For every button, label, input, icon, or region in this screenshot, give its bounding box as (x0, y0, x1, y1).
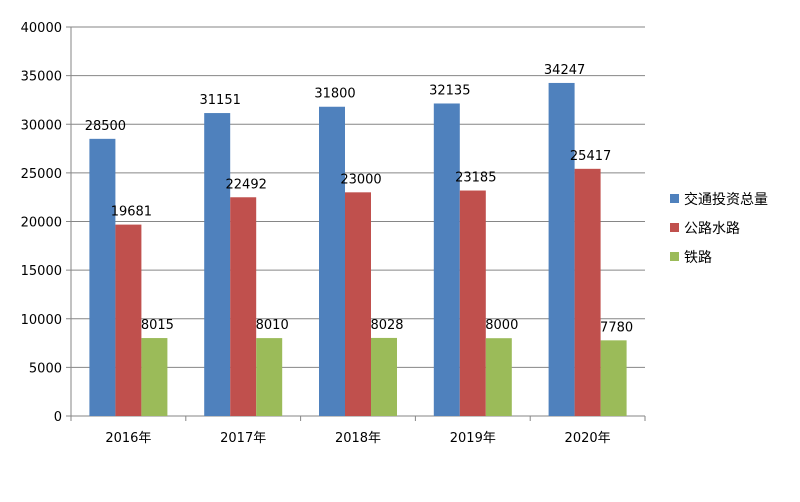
bar-1-0 (115, 224, 142, 416)
legend-label: 交通投资总量 (684, 191, 768, 208)
legend-swatch (670, 194, 679, 203)
x-tick-label: 2018年 (335, 431, 381, 446)
bar-2-4 (600, 340, 627, 416)
data-label: 23185 (455, 171, 496, 186)
data-labels: 28500 19681 8015 31151 22492 8010 31800 23000 80… (85, 63, 633, 335)
x-tick-label: 2016年 (105, 431, 151, 446)
y-tick-label: 10000 (21, 313, 62, 328)
data-label: 34247 (544, 63, 585, 78)
y-tick-label: 5000 (29, 361, 62, 376)
x-tick-label: 2019年 (450, 431, 496, 446)
y-tick-label: 40000 (21, 21, 62, 36)
y-tick-label: 0 (54, 410, 62, 425)
legend-swatch (670, 252, 679, 261)
bar-0-3 (433, 103, 460, 416)
x-axis-ticks: 2016年 2017年 2018年 2019年 2020年 (105, 431, 610, 446)
data-label: 23000 (340, 172, 381, 187)
data-label: 22492 (226, 177, 267, 192)
data-label: 8015 (141, 318, 174, 333)
y-tick-label: 20000 (21, 216, 62, 231)
data-label: 8028 (370, 318, 403, 333)
bar-2-2 (371, 337, 397, 416)
data-label: 8000 (485, 318, 518, 333)
bars (89, 82, 627, 417)
data-label: 32135 (429, 83, 470, 98)
bar-1-4 (574, 168, 601, 416)
y-tick-label: 25000 (21, 167, 62, 182)
bar-0-0 (89, 138, 116, 416)
data-label: 31151 (200, 93, 241, 108)
bar-2-1 (256, 338, 283, 416)
bar-1-1 (230, 197, 257, 416)
y-tick-label: 30000 (21, 118, 62, 133)
bar-0-1 (204, 113, 231, 417)
data-label: 19681 (111, 205, 152, 220)
bar-0-4 (548, 82, 575, 416)
legend-swatch (670, 223, 679, 232)
x-tick-label: 2017年 (220, 431, 266, 446)
bar-1-2 (345, 192, 371, 416)
bar-2-0 (141, 338, 168, 416)
bar-1-3 (459, 190, 486, 416)
legend-label: 铁路 (684, 250, 712, 266)
y-axis-ticks: 0 5000 10000 15000 20000 25000 30000 35000 40000 (21, 21, 62, 425)
data-label: 25417 (570, 149, 611, 164)
data-label: 31800 (314, 87, 355, 102)
bar-0-2 (319, 106, 345, 417)
y-tick-label: 35000 (21, 70, 62, 85)
x-tick-label: 2020年 (565, 431, 611, 446)
data-label: 8010 (256, 318, 289, 333)
y-tick-label: 15000 (21, 264, 62, 279)
data-label: 7780 (600, 320, 633, 335)
data-label: 28500 (85, 119, 126, 134)
bar-2-3 (485, 338, 512, 416)
legend-label: 公路水路 (684, 221, 740, 237)
